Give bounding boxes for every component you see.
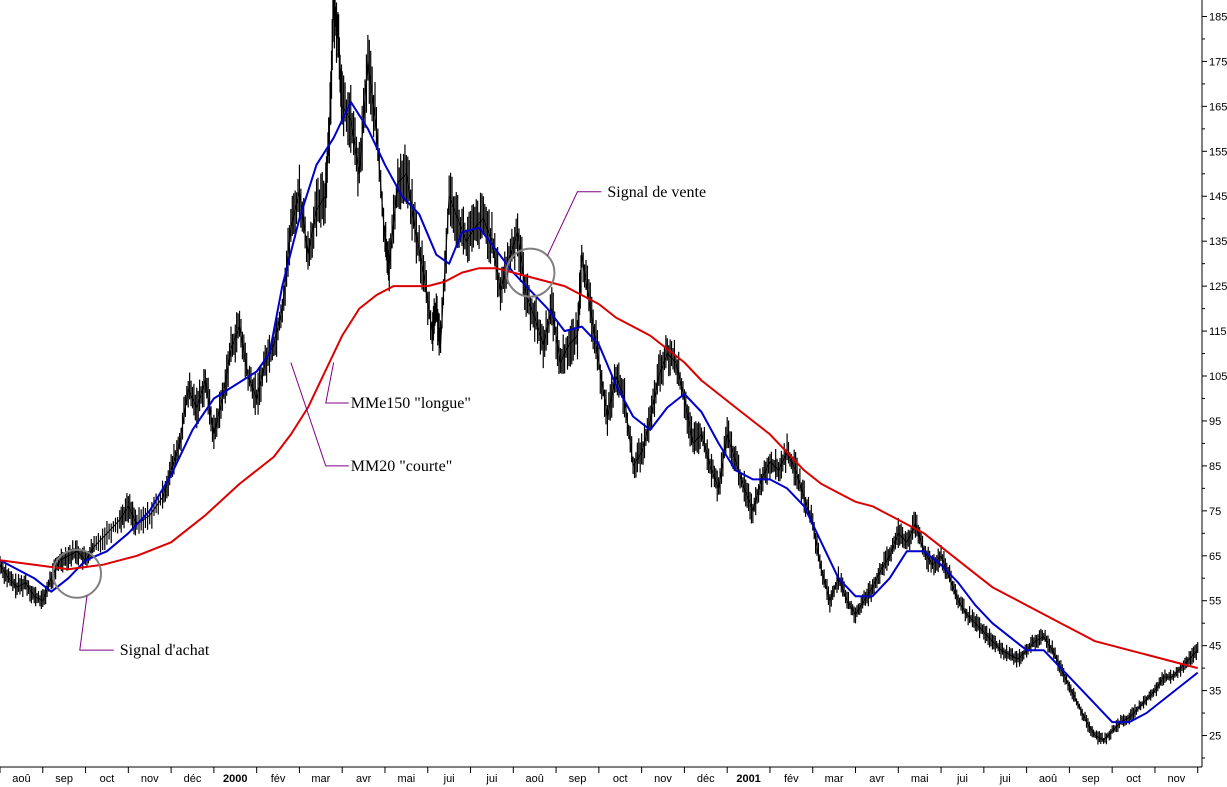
mm20-line — [0, 100, 1199, 724]
y-tick-label: 95 — [1209, 416, 1221, 428]
annotation: MM20 "courte" — [290, 362, 453, 475]
y-tick-label: 115 — [1209, 326, 1227, 338]
y-tick-label: 85 — [1209, 461, 1221, 473]
x-tick-label: aoû — [526, 773, 544, 785]
x-tick-label: jui — [956, 773, 968, 785]
x-tick-label: déc — [697, 773, 715, 785]
x-tick-label: aoû — [1039, 773, 1057, 785]
x-tick-label: nov — [1167, 773, 1185, 785]
x-tick-label: mai — [911, 773, 929, 785]
y-tick-label: 155 — [1209, 146, 1227, 158]
x-tick-label: sep — [569, 773, 587, 785]
x-tick-label: fév — [271, 773, 286, 785]
x-tick-label: aoû — [12, 773, 30, 785]
y-tick-label: 25 — [1209, 731, 1221, 743]
annotation-label: MM20 "courte" — [351, 458, 453, 475]
annotations: Signal de vente MMe150 "longue" MM20 "cour… — [51, 184, 706, 659]
annotation-leader — [325, 362, 349, 404]
x-tick-label: sep — [1082, 773, 1100, 785]
annotation: MMe150 "longue" — [325, 362, 471, 412]
y-tick-label: 65 — [1209, 551, 1221, 563]
y-tick-label: 45 — [1209, 641, 1221, 653]
x-tick-label: avr — [356, 773, 372, 785]
x-tick-label: mar — [825, 773, 844, 785]
x-tick-label: jui — [485, 773, 497, 785]
x-tick-label: oct — [1126, 773, 1141, 785]
x-tick-label: 2001 — [736, 773, 760, 785]
y-tick-label: 185 — [1209, 11, 1227, 23]
y-tick-label: 75 — [1209, 506, 1221, 518]
x-tick-label: oct — [613, 773, 628, 785]
signal-circle — [505, 247, 556, 298]
price-series — [0, 0, 1199, 745]
x-tick-label: fév — [784, 773, 799, 785]
x-tick-label: 2000 — [223, 773, 247, 785]
x-tick-label: nov — [141, 773, 159, 785]
annotation: Signal de vente — [505, 184, 706, 298]
mme150-line — [0, 267, 1198, 670]
y-tick-label: 35 — [1209, 686, 1221, 698]
x-tick-label: jui — [443, 773, 455, 785]
annotation-label: Signal de vente — [607, 184, 706, 201]
price-line — [0, 7, 1199, 741]
y-tick-label: 175 — [1209, 56, 1227, 68]
annotation-leader — [290, 362, 349, 467]
x-tick-label: avr — [869, 773, 885, 785]
x-tick-label: mai — [398, 773, 416, 785]
x-tick-label: déc — [184, 773, 202, 785]
signal-circle — [51, 548, 102, 599]
y-tick-label: 165 — [1209, 101, 1227, 113]
annotation-label: Signal d'achat — [120, 642, 210, 659]
y-tick-label: 55 — [1209, 596, 1221, 608]
x-tick-label: oct — [100, 773, 115, 785]
y-tick-label: 145 — [1209, 191, 1227, 203]
y-tick-label: 105 — [1209, 371, 1227, 383]
annotation: Signal d'achat — [51, 548, 210, 659]
x-tick-label: mar — [311, 773, 330, 785]
y-tick-label: 125 — [1209, 281, 1227, 293]
plot-area — [0, 0, 1199, 745]
annotation-leader — [546, 191, 602, 256]
x-tick-label: nov — [654, 773, 672, 785]
y-tick-label: 135 — [1209, 236, 1227, 248]
x-tick-label: jui — [999, 773, 1011, 785]
annotation-label: MMe150 "longue" — [351, 395, 471, 412]
x-tick-label: sep — [55, 773, 73, 785]
annotation-leader — [79, 595, 114, 651]
